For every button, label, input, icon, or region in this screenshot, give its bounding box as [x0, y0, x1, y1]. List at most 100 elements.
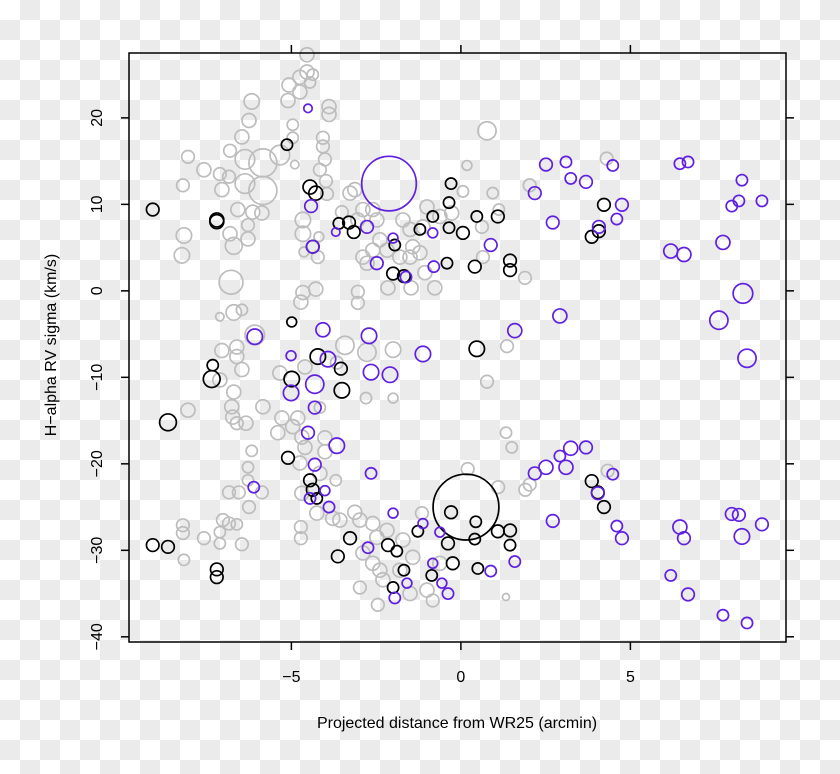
data-point — [755, 194, 769, 208]
data-point — [606, 467, 620, 481]
data-point — [490, 209, 505, 224]
data-point — [346, 181, 363, 198]
data-point — [234, 129, 250, 145]
data-point — [381, 366, 399, 384]
data-point — [474, 219, 490, 234]
data-point — [522, 178, 537, 193]
data-point — [360, 155, 418, 212]
data-point — [395, 212, 411, 228]
data-point — [484, 564, 498, 578]
data-point — [229, 416, 244, 431]
data-point — [475, 249, 491, 265]
data-point — [387, 392, 399, 404]
y-tick-label: 20 — [89, 109, 106, 127]
data-point — [754, 517, 770, 532]
data-point — [280, 450, 296, 465]
data-point — [318, 173, 334, 189]
data-point — [740, 616, 754, 630]
data-point — [180, 402, 196, 419]
data-point — [294, 225, 312, 243]
data-point — [440, 256, 454, 270]
data-point — [350, 284, 365, 299]
data-point — [234, 537, 250, 552]
data-point — [307, 400, 322, 415]
data-point — [425, 568, 439, 582]
data-point — [676, 531, 692, 546]
data-point — [364, 515, 381, 532]
data-point — [329, 473, 343, 487]
data-point — [426, 210, 440, 223]
data-point — [427, 557, 439, 570]
data-point — [280, 138, 294, 152]
data-point — [502, 253, 518, 268]
data-point — [412, 244, 428, 261]
data-point — [419, 199, 435, 215]
data-point — [209, 569, 224, 585]
data-point — [303, 491, 317, 505]
data-point — [286, 118, 300, 132]
data-point — [359, 255, 375, 272]
data-point — [175, 525, 191, 541]
data-point — [364, 466, 378, 480]
data-point — [333, 381, 351, 399]
data-point — [359, 391, 373, 405]
data-point — [313, 231, 325, 243]
data-point — [375, 571, 391, 588]
data-point — [231, 485, 246, 500]
data-point — [304, 374, 325, 395]
data-point — [732, 194, 746, 208]
data-point — [614, 531, 630, 546]
data-point — [461, 159, 473, 172]
data-point — [254, 205, 270, 221]
data-point — [307, 457, 322, 472]
data-point — [392, 562, 408, 579]
data-point — [545, 513, 560, 529]
data-point — [284, 418, 301, 435]
data-point — [228, 339, 245, 355]
data-point — [221, 485, 237, 500]
data-point — [305, 239, 320, 254]
data-point — [456, 184, 470, 198]
x-tick-label: 5 — [626, 669, 635, 686]
data-point — [145, 202, 160, 217]
data-point — [286, 131, 300, 145]
data-point — [479, 374, 495, 389]
data-point — [590, 486, 605, 501]
data-point — [444, 177, 458, 191]
data-point — [676, 246, 692, 263]
data-point — [319, 484, 331, 497]
data-point — [443, 505, 459, 520]
data-point — [305, 482, 320, 497]
data-point — [442, 196, 456, 210]
plot-frame — [128, 52, 787, 643]
data-point — [578, 440, 594, 455]
data-point — [368, 212, 385, 228]
x-tick-label: 0 — [456, 669, 465, 686]
data-point — [395, 532, 411, 548]
data-point — [468, 340, 486, 358]
data-point — [614, 197, 630, 212]
data-point — [234, 361, 250, 378]
data-point — [492, 203, 506, 216]
data-point — [610, 519, 624, 533]
data-point — [175, 178, 191, 193]
x-axis-title: Projected distance from WR25 (arcmin) — [317, 715, 597, 732]
data-point — [387, 507, 399, 519]
data-point — [467, 259, 482, 274]
data-point — [222, 143, 238, 158]
data-point — [501, 592, 511, 602]
data-point — [212, 372, 228, 388]
data-point — [213, 536, 227, 550]
data-point — [346, 224, 361, 240]
data-point — [562, 440, 579, 457]
data-point — [175, 226, 193, 245]
data-point — [244, 204, 261, 220]
data-point — [285, 316, 298, 328]
data-point — [442, 221, 456, 235]
data-point — [332, 512, 348, 528]
data-point — [315, 321, 331, 338]
data-point — [222, 225, 238, 242]
data-point — [379, 522, 395, 539]
data-point — [180, 149, 196, 164]
y-tick-label: 0 — [89, 286, 106, 295]
